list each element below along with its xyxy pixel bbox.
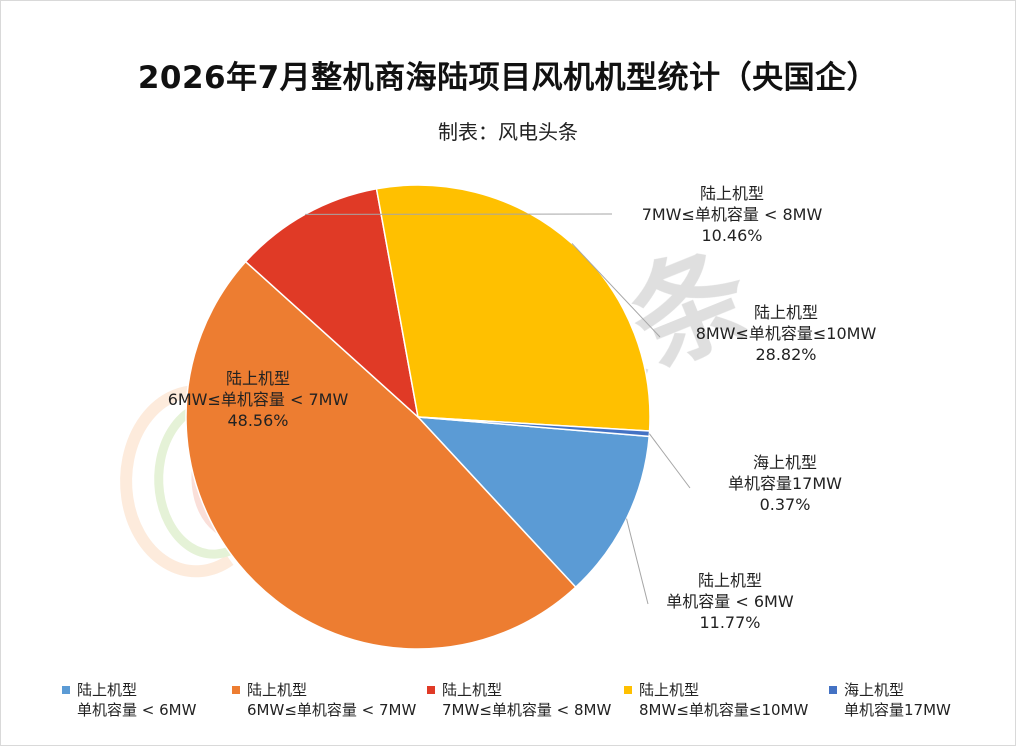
chart-title: 2026年7月整机商海陆项目风机机型统计（央国企） xyxy=(137,60,879,96)
legend-line1: 海上机型 xyxy=(844,681,905,699)
pie-slice xyxy=(375,184,651,432)
legend-line1: 陆上机型 xyxy=(442,681,503,699)
data-label-line: 单机容量17MW xyxy=(728,474,842,493)
data-label: 陆上机型 7MW≤单机容量 < 8MW 10.46% xyxy=(622,183,842,246)
data-label: 陆上机型 8MW≤单机容量≤10MW 28.82% xyxy=(676,302,896,365)
data-label: 陆上机型单机容量 < 6MW 11.77% xyxy=(620,570,840,633)
data-label-line: 陆上机型 xyxy=(753,303,818,322)
data-label-percent: 28.82% xyxy=(755,345,817,364)
legend-line2: 单机容量17MW xyxy=(844,701,951,719)
leader-line xyxy=(626,518,649,605)
data-label-percent: 10.46% xyxy=(701,226,763,245)
legend-swatch xyxy=(829,686,837,694)
legend-swatch xyxy=(232,686,240,694)
legend-line2: 单机容量 < 6MW xyxy=(77,701,197,719)
data-label-line: 海上机型 xyxy=(752,453,817,472)
legend-swatch xyxy=(624,686,632,694)
data-label-line: 7MW≤单机容量 < 8MW xyxy=(641,205,823,224)
legend-line1: 陆上机型 xyxy=(247,681,308,699)
legend-line2: 6MW≤单机容量 < 7MW xyxy=(247,701,417,719)
pie-slice xyxy=(417,416,651,438)
leader-line xyxy=(648,433,691,489)
legend-line1: 陆上机型 xyxy=(639,681,700,699)
data-label-line: 陆上机型 xyxy=(225,369,290,388)
data-label-percent: 11.77% xyxy=(699,613,761,632)
data-label-line: 单机容量 < 6MW xyxy=(666,592,794,611)
legend-line1: 陆上机型 xyxy=(77,681,138,699)
legend: 陆上机型 单机容量 < 6MW 陆上机型 6MW≤单机容量 < 7MW 陆上机型… xyxy=(62,680,1002,724)
data-label-line: 陆上机型 xyxy=(699,184,764,203)
data-label: 海上机型单机容量17MW 0.37% xyxy=(675,452,895,515)
data-label-line: 8MW≤单机容量≤10MW xyxy=(695,324,877,343)
chart-subtitle: 制表：风电头条 xyxy=(438,120,578,144)
legend-line2: 8MW≤单机容量≤10MW xyxy=(639,701,809,719)
data-label-line: 陆上机型 xyxy=(697,571,762,590)
legend-swatch xyxy=(427,686,435,694)
legend-line2: 7MW≤单机容量 < 8MW xyxy=(442,701,612,719)
data-label-percent: 48.56% xyxy=(227,411,289,430)
data-label: 陆上机型 6MW≤单机容量 < 7MW 48.56% xyxy=(148,368,368,431)
data-label-percent: 0.37% xyxy=(759,495,811,514)
leader-line xyxy=(571,243,661,338)
pie-slice xyxy=(185,260,577,650)
legend-swatch xyxy=(62,686,70,694)
data-label-line: 6MW≤单机容量 < 7MW xyxy=(167,390,349,409)
